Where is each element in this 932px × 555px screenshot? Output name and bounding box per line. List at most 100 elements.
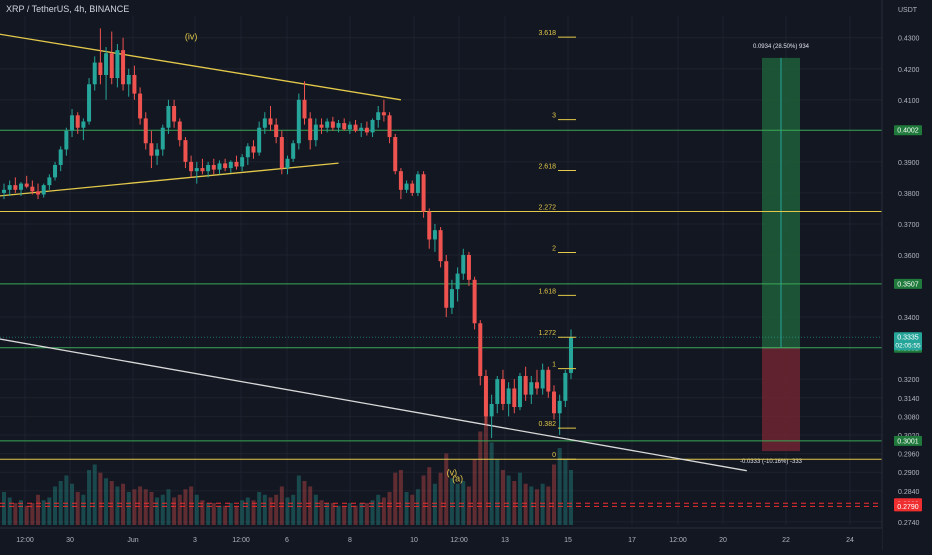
candle-body — [551, 391, 556, 414]
volume-bar — [427, 467, 432, 525]
candle-body — [427, 211, 432, 240]
y-tick-label: 0.3900 — [898, 160, 920, 167]
candle-body — [64, 130, 69, 150]
volume-bar — [291, 494, 296, 525]
y-tick-label: 0.3600 — [898, 253, 920, 260]
volume-bar — [546, 486, 551, 525]
level-price-tag-bg — [894, 278, 922, 289]
volume-bar — [274, 494, 279, 525]
upper-wedge-trendline[interactable] — [0, 33, 402, 101]
candle-body — [500, 379, 505, 404]
candle-body — [325, 121, 330, 128]
volume-bar — [483, 415, 488, 525]
stop-zone[interactable] — [762, 347, 800, 452]
volume-bar — [330, 503, 335, 525]
fib-label: 3 — [552, 113, 556, 120]
candle-body — [472, 279, 477, 324]
volume-bar — [466, 486, 471, 525]
volume-bar — [489, 442, 494, 525]
candle-body — [387, 115, 392, 138]
candle-body — [92, 62, 97, 85]
volume-bar — [189, 486, 194, 525]
candle-body — [160, 127, 165, 150]
candle-body — [319, 124, 324, 128]
volume-bar — [529, 486, 534, 525]
stop-label: -0.0333 (-10.16%) -333 — [740, 459, 803, 465]
fib-label: 2.272 — [538, 205, 556, 212]
x-tick-label: 10 — [410, 537, 418, 544]
volume-bar — [387, 492, 392, 525]
candle-body — [330, 121, 335, 128]
level-price-tag-bg — [894, 435, 922, 446]
volume-bar — [472, 459, 477, 525]
volume-bar — [194, 494, 199, 525]
target-label: 0.0934 (28.50%) 934 — [753, 44, 810, 50]
level-price-tag: 0.3507 — [897, 281, 919, 288]
candle-body — [206, 164, 211, 172]
volume-bar — [19, 500, 24, 525]
current-price-tag-countdown: 02:05:55 — [895, 343, 921, 350]
volume-bar — [257, 492, 262, 525]
volume-bar — [308, 486, 313, 525]
candle-body — [7, 185, 12, 190]
candle-body — [279, 137, 284, 169]
candle-body — [172, 106, 177, 122]
volume-bar — [569, 470, 573, 525]
volume-bar — [126, 492, 131, 525]
y-tick-label: 0.2960 — [898, 452, 920, 459]
candle-body — [200, 168, 205, 172]
candle-body — [569, 337, 573, 373]
y-tick-label: 0.3200 — [898, 377, 920, 384]
x-tick-label: 15 — [564, 537, 572, 544]
candle-body — [268, 118, 273, 125]
candle-body — [466, 254, 471, 280]
fib-label: 0 — [552, 452, 556, 459]
volume-bar — [211, 503, 216, 525]
x-tick-label: 20 — [719, 537, 727, 544]
volume-bar — [58, 481, 63, 525]
volume-bar — [138, 486, 143, 525]
candle-body — [41, 185, 46, 195]
candle-body — [155, 149, 160, 156]
candle-body — [87, 84, 92, 122]
candle-body — [342, 123, 347, 130]
candle-body — [257, 127, 262, 153]
volume-bar — [381, 497, 386, 525]
volume-bar — [563, 459, 568, 525]
candle-body — [183, 140, 188, 162]
candle-body — [47, 177, 52, 186]
candle-body — [189, 161, 194, 172]
x-tick-label: 12:00 — [16, 537, 34, 544]
y-tick-label: 0.3140 — [898, 396, 920, 403]
candle-body — [489, 403, 494, 417]
time-axis-bg — [0, 528, 882, 550]
current-price-tag: 0.3335 — [897, 335, 919, 342]
x-tick-label: 13 — [501, 537, 509, 544]
candle-body — [194, 168, 199, 172]
volume-bar — [506, 475, 511, 525]
x-tick-label: 12:00 — [669, 537, 687, 544]
volume-bar — [149, 492, 154, 525]
y-tick-label: 0.3700 — [898, 222, 920, 229]
x-tick-label: 30 — [66, 537, 74, 544]
volume-bar — [30, 503, 35, 525]
volume-bar — [172, 497, 177, 525]
candle-body — [432, 230, 437, 240]
candle-body — [404, 183, 409, 190]
fib-label: 1.272 — [538, 330, 556, 337]
volume-bar — [336, 505, 341, 525]
candle-body — [240, 157, 245, 167]
long-support-trendline[interactable] — [0, 338, 747, 472]
candle-body — [217, 163, 222, 170]
candle-body — [557, 400, 562, 414]
candle-body — [370, 119, 375, 133]
volume-bar — [87, 470, 92, 525]
candle-body — [421, 174, 426, 212]
candle-body — [58, 149, 63, 165]
candle-body — [347, 124, 352, 130]
currency-label: USDT — [898, 7, 918, 14]
fib-label: 1.618 — [538, 288, 556, 295]
y-tick-label: 0.4200 — [898, 67, 920, 74]
y-tick-label: 0.2900 — [898, 470, 920, 477]
